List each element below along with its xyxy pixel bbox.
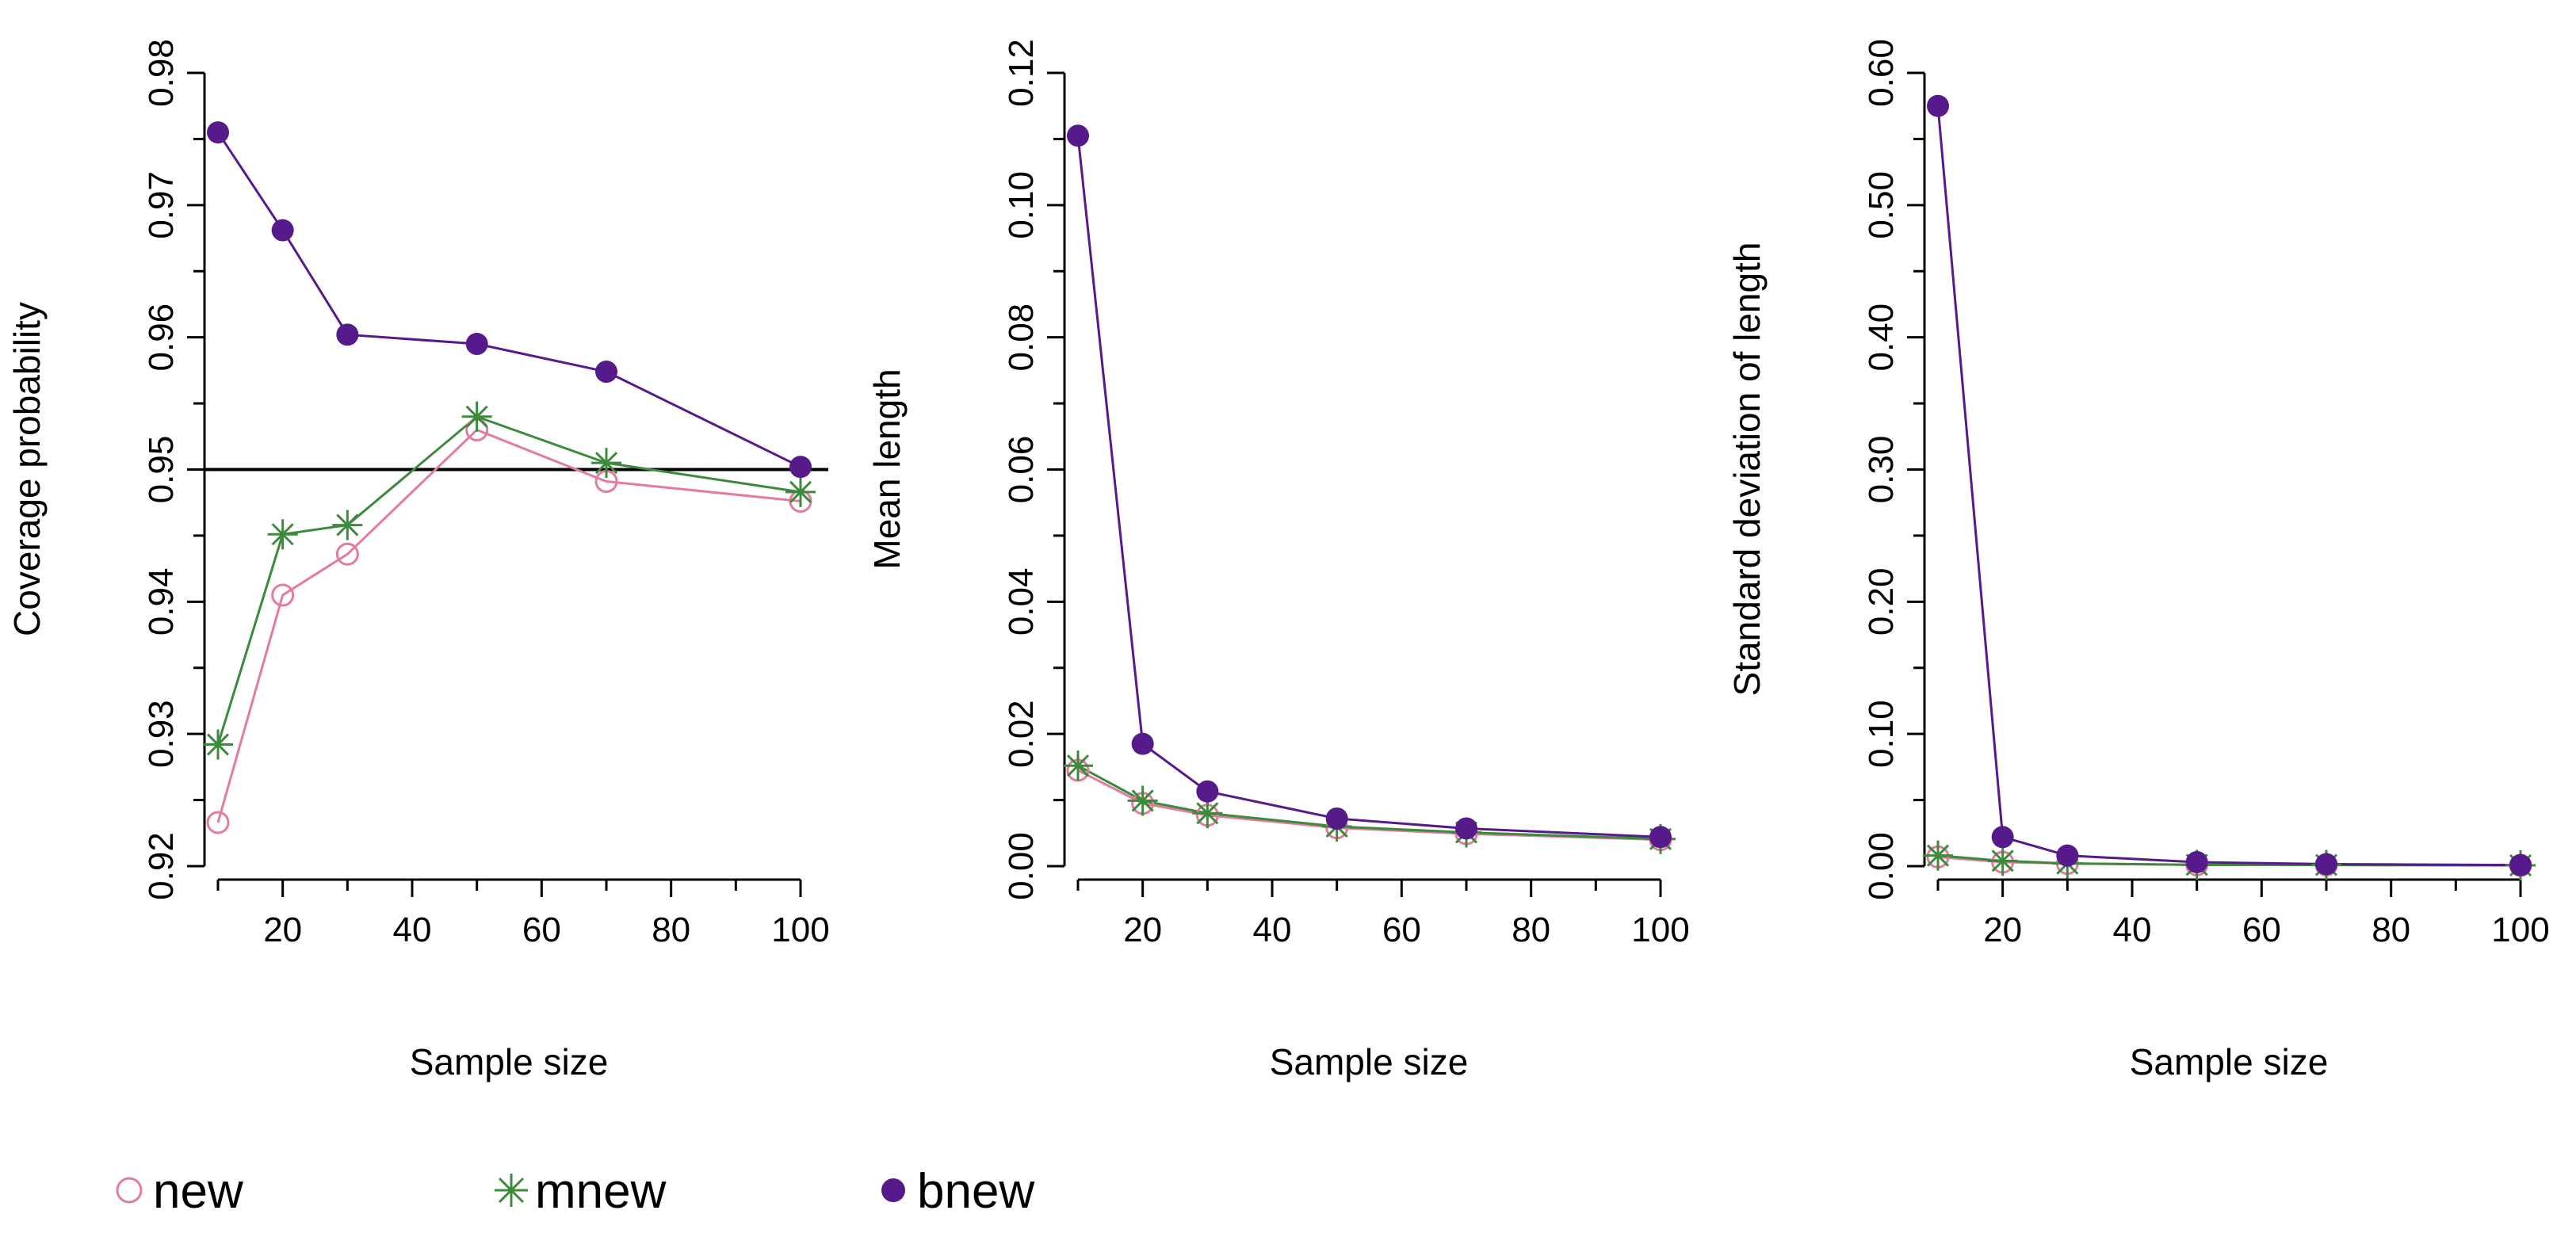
- y-tick-label: 0.92: [142, 832, 181, 900]
- y-tick-label: 0.30: [1862, 436, 1901, 504]
- series-line-bnew: [1076, 136, 1661, 838]
- x-tick-label: 60: [1382, 911, 1421, 949]
- x-tick-label: 80: [2372, 911, 2410, 949]
- legend-marker-bnew: [881, 1178, 905, 1202]
- y-tick-label: 0.10: [1002, 171, 1041, 239]
- y-tick-label: 0.50: [1862, 171, 1901, 239]
- data-point-mnew: [332, 510, 363, 540]
- y-tick-label: 0.93: [142, 700, 181, 768]
- x-tick-label: 100: [2491, 911, 2549, 949]
- data-point-mnew: [591, 448, 621, 479]
- data-point-bnew: [2315, 853, 2337, 876]
- data-point-mnew: [1923, 840, 1953, 871]
- data-point-bnew: [1991, 826, 2014, 849]
- series-line-mnew: [1077, 764, 1661, 841]
- x-tick-label: 100: [1631, 911, 1689, 949]
- x-tick-label: 100: [771, 911, 829, 949]
- data-point-bnew: [1196, 780, 1219, 803]
- y-tick-label: 0.00: [1002, 832, 1041, 900]
- data-point-bnew: [1067, 124, 1089, 147]
- y-tick-label: 0.40: [1862, 304, 1901, 372]
- legend: new mnew bnew: [116, 1164, 1034, 1219]
- y-tick-label: 0.96: [142, 304, 181, 372]
- y-tick-label: 0.95: [142, 436, 181, 504]
- x-tick-label: 20: [1983, 911, 2022, 949]
- data-point-bnew: [1325, 807, 1348, 830]
- x-tick-label: 40: [2113, 911, 2152, 949]
- x-tick-label: 20: [1123, 911, 1162, 949]
- legend-label-new: new: [153, 1164, 243, 1219]
- x-tick-label: 40: [393, 911, 432, 949]
- data-point-mnew: [1192, 798, 1223, 829]
- data-point-bnew: [336, 323, 359, 346]
- series-line-bnew: [216, 132, 801, 468]
- x-tick-label: 60: [2242, 911, 2281, 949]
- series-line-bnew: [1936, 105, 2521, 867]
- x-tick-label: 80: [652, 911, 690, 949]
- legend-label-bnew: bnew: [917, 1164, 1034, 1219]
- x-axis-title: Sample size: [410, 1041, 609, 1082]
- data-point-bnew: [271, 219, 294, 242]
- legend-marker-new: [116, 1177, 143, 1204]
- y-tick-label: 0.94: [142, 568, 181, 636]
- data-point-new: [271, 583, 295, 607]
- x-tick-label: 60: [522, 911, 561, 949]
- legend-item-new: new: [116, 1164, 243, 1219]
- x-tick-label: 80: [1512, 911, 1550, 949]
- legend-marker-mnew: [495, 1174, 528, 1207]
- series-line-new: [216, 428, 801, 823]
- data-point-mnew: [1127, 785, 1158, 816]
- series-line-new: [1077, 769, 1661, 842]
- y-axis-title: Standard deviation of length: [1726, 242, 1768, 697]
- y-tick-label: 0.10: [1862, 700, 1901, 768]
- y-tick-label: 0.97: [142, 171, 181, 239]
- data-point-mnew: [1987, 846, 2018, 876]
- y-tick-label: 0.00: [1862, 832, 1901, 900]
- coverage-probability-panel: 0.92 0.93 0.94 0.95 0.96 0.97 0.98 20 40 60 80 100 C…: [6, 39, 830, 1082]
- y-tick-label: 0.08: [1002, 304, 1041, 372]
- legend-item-mnew: mnew: [495, 1164, 667, 1219]
- mean-length-panel: 0.00 0.02 0.04 0.06 0.08 0.10 0.12 20 40 60 80 100 M…: [866, 39, 1690, 1082]
- y-tick-label: 0.20: [1862, 568, 1901, 636]
- x-tick-label: 40: [1253, 911, 1292, 949]
- x-tick-label: 20: [263, 911, 302, 949]
- data-point-mnew: [267, 519, 298, 550]
- data-point-bnew: [1455, 817, 1477, 840]
- y-tick-label: 0.98: [142, 39, 181, 107]
- data-point-bnew: [1131, 732, 1154, 755]
- data-point-new: [335, 542, 359, 566]
- data-point-mnew: [203, 729, 233, 760]
- series-line-mnew: [216, 415, 801, 745]
- data-point-bnew: [2509, 853, 2532, 876]
- data-point-bnew: [1649, 826, 1672, 849]
- data-point-bnew: [2056, 844, 2079, 867]
- data-point-new: [206, 811, 230, 834]
- data-point-bnew: [465, 333, 488, 356]
- data-point-mnew: [1063, 750, 1093, 781]
- y-tick-label: 0.12: [1002, 39, 1041, 107]
- x-axis-title: Sample size: [2130, 1041, 2329, 1082]
- sd-length-panel: 0.00 0.10 0.20 0.30 0.40 0.50 0.60 20 40 60 80 100 S…: [1726, 39, 2550, 1082]
- y-axis-title: Coverage probability: [6, 302, 48, 636]
- legend-label-mnew: mnew: [535, 1164, 667, 1219]
- data-point-mnew: [785, 476, 816, 507]
- y-axis-title: Mean length: [866, 368, 908, 569]
- data-point-bnew: [789, 456, 812, 479]
- y-tick-label: 0.02: [1002, 700, 1041, 768]
- legend-item-bnew: bnew: [881, 1164, 1034, 1219]
- y-tick-label: 0.04: [1002, 568, 1041, 636]
- data-point-mnew: [461, 401, 492, 432]
- data-point-bnew: [2185, 850, 2208, 873]
- data-point-bnew: [207, 121, 229, 144]
- x-axis-title: Sample size: [1270, 1041, 1469, 1082]
- y-tick-label: 0.06: [1002, 436, 1041, 504]
- y-tick-label: 0.60: [1862, 39, 1901, 107]
- data-point-bnew: [1927, 94, 1949, 117]
- data-point-bnew: [595, 361, 617, 384]
